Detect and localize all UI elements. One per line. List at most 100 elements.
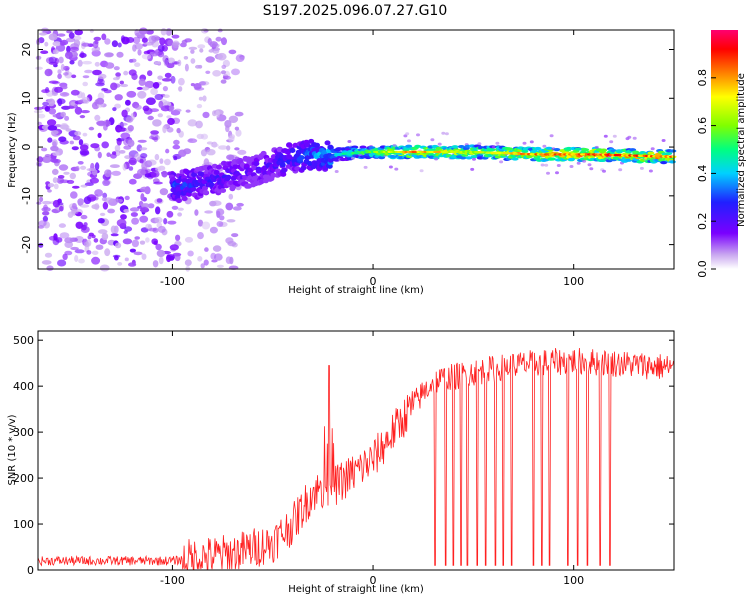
spectrogram-cell <box>151 170 160 178</box>
spectrogram-cell <box>131 212 138 217</box>
spectrogram-cell <box>45 154 51 157</box>
spectrogram-cell <box>176 128 180 133</box>
spectrogram-cell <box>59 206 64 212</box>
spectrogram-cell <box>41 207 50 212</box>
y-tick-label: 100 <box>13 518 34 531</box>
spectrogram-cell <box>555 171 559 174</box>
colorbar-tick-label: 0.8 <box>696 69 709 87</box>
spectrogram-cell <box>159 158 163 164</box>
spectrogram-cell <box>92 48 96 51</box>
spectrogram-cell <box>225 203 233 211</box>
spectrogram-cell <box>117 262 122 266</box>
spectrogram-cell <box>151 51 159 56</box>
spectrogram-cell <box>175 254 181 261</box>
spectrogram-cell <box>74 255 78 262</box>
spectrogram-cell <box>172 41 180 49</box>
spectrogram-cell <box>36 56 42 60</box>
spectrogram-cell <box>160 188 168 195</box>
spectrogram-cell <box>49 57 57 64</box>
spectrogram-cell <box>203 190 209 195</box>
spectrogram-cell <box>237 150 246 155</box>
spectrogram-cell <box>60 41 66 46</box>
spectrogram-cell <box>201 134 208 140</box>
spectrogram-cell <box>233 206 242 210</box>
spectrogram-cell <box>604 135 608 138</box>
spectrogram-cell <box>230 134 235 139</box>
spectrogram-cell <box>137 91 146 99</box>
spectrogram-cell <box>167 118 175 125</box>
spectrogram-cell <box>110 153 117 158</box>
spectrogram-cell <box>116 52 123 58</box>
spectrogram-cell <box>347 140 351 143</box>
spectrogram-cell <box>389 166 393 169</box>
spectrogram-cell <box>40 50 48 54</box>
spectrogram-cell <box>72 146 79 150</box>
spectrogram-cell <box>405 132 409 135</box>
spectrogram-cell <box>145 173 152 177</box>
spectrogram-cell <box>81 110 90 113</box>
spectrogram-panel: -100 0 100 -20-1001020 Height of straight … <box>7 28 677 297</box>
y-tick-label: -10 <box>20 187 33 205</box>
spectrogram-cell <box>71 102 75 106</box>
spectrogram-cell <box>139 28 148 35</box>
spectrogram-cell <box>194 87 204 91</box>
spectrogram-cell <box>441 132 445 135</box>
spectrogram-cell <box>69 32 75 38</box>
spectrogram-cell <box>72 203 77 209</box>
spectrogram-cell <box>165 149 169 154</box>
spectrogram-cell <box>120 81 124 85</box>
spectrogram-cell <box>53 49 59 54</box>
spectrogram-cell <box>45 69 53 77</box>
spectrogram-cell <box>82 82 88 87</box>
x-tick-label: -100 <box>160 574 185 587</box>
spectrogram-cell <box>335 170 339 173</box>
spectrogram-cell <box>72 186 80 189</box>
spectrogram-cell <box>79 53 87 58</box>
colorbar-gradient <box>711 30 738 269</box>
spectrogram-cell <box>182 196 188 201</box>
spectrogram-cell <box>91 257 100 265</box>
spectrogram-cell <box>78 161 84 165</box>
spectrogram-cell <box>144 42 154 46</box>
spectrogram-cell <box>96 245 104 250</box>
spectrogram-cell <box>158 101 163 108</box>
spectrogram-cell <box>65 51 73 59</box>
spectrogram-cell <box>640 167 644 170</box>
spectrogram-cell <box>281 168 287 173</box>
spectrogram-cell <box>145 237 150 242</box>
spectrogram-cell <box>140 147 147 150</box>
spectrogram-cell <box>199 81 206 85</box>
spectrogram-cell <box>256 169 262 174</box>
spectrogram-cell <box>134 62 140 67</box>
spectrogram-cell <box>82 43 91 47</box>
spectrogram-cell <box>123 163 127 170</box>
spectrogram-cell <box>477 142 481 145</box>
spectrogram-cell <box>221 79 227 83</box>
spectrogram-cell <box>58 57 63 64</box>
spectrogram-cell <box>197 104 202 108</box>
spectrogram-cell <box>54 184 59 190</box>
x-tick-label: 100 <box>563 574 584 587</box>
spectrogram-cell <box>546 147 553 150</box>
spectrogram-cell <box>64 116 69 121</box>
spectrogram-cell <box>125 100 131 106</box>
spectrogram-cell <box>416 133 420 136</box>
spectrogram-cell <box>47 189 52 192</box>
snr-y-label: SNR (10 * v/v) <box>7 414 18 485</box>
spectrogram-cell <box>472 158 476 161</box>
spectrogram-cell <box>90 143 99 148</box>
spectrogram-cell <box>549 157 556 160</box>
spectrogram-cell <box>177 60 181 67</box>
colorbar-tick-label: 0.0 <box>696 260 709 278</box>
spectrogram-cell <box>104 169 111 177</box>
spectrogram-cell <box>168 58 175 64</box>
spectrogram-cell <box>212 70 221 77</box>
spectrogram-cell <box>59 223 66 228</box>
spectrogram-cell <box>206 56 215 62</box>
spectrogram-cell <box>75 249 85 253</box>
spectrogram-cell <box>113 255 121 258</box>
spectrogram-cell <box>60 92 70 97</box>
spectrogram-cell <box>235 112 244 117</box>
spectrogram-cell <box>80 115 85 118</box>
spectrogram-cell <box>167 127 174 133</box>
